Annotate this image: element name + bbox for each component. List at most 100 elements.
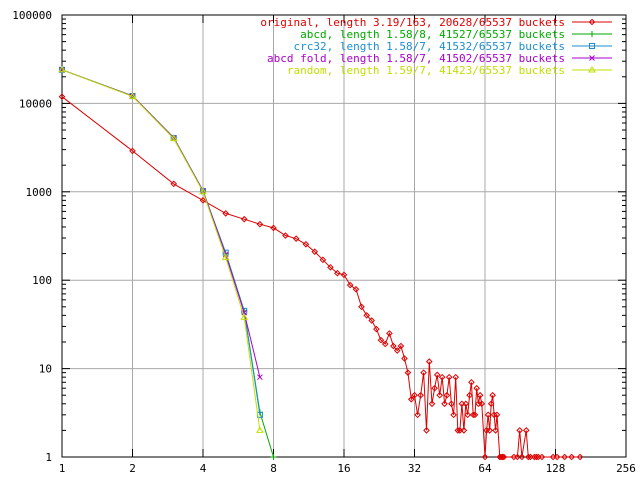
data-point: [420, 369, 427, 376]
data-point: [487, 400, 495, 408]
data-point: [469, 411, 477, 419]
data-point: [561, 453, 568, 461]
axes: 1 10 100 1000 10000 100000 1 2 4 8 16 32 64 128 256: [12, 9, 636, 475]
data-point: [525, 453, 532, 461]
data-point: [516, 427, 523, 434]
data-point: [497, 453, 505, 461]
data-point: [240, 313, 249, 320]
data-point: [282, 232, 289, 239]
data-point: [489, 391, 496, 399]
data-point: [381, 340, 389, 348]
data-point: [327, 263, 334, 271]
data-point: [588, 66, 596, 73]
data-point: [428, 400, 436, 408]
data-point: [589, 31, 595, 37]
data-point: [346, 281, 354, 289]
data-point: [499, 453, 506, 461]
y-tick-label: 1000: [26, 186, 53, 199]
data-point: [58, 65, 66, 73]
data-point: [256, 220, 264, 228]
y-tick-label: 10000: [19, 97, 52, 110]
y-tick-label: 100: [32, 274, 52, 287]
data-point: [390, 342, 397, 350]
data-point: [417, 391, 424, 399]
series-line: [61, 96, 581, 458]
data-point: [319, 256, 327, 264]
x-tick-label: 1: [59, 462, 66, 475]
data-point: [302, 240, 310, 248]
data-point: [589, 55, 595, 61]
x-tick-label: 8: [270, 462, 277, 475]
data-point: [522, 427, 530, 434]
data-point: [169, 134, 178, 142]
data-point: [448, 400, 455, 408]
data-point: [199, 187, 207, 195]
data-point: [464, 411, 472, 419]
x-tick-label: 4: [200, 462, 207, 475]
grid: [62, 15, 626, 457]
series-group: [58, 65, 264, 433]
data-point: [576, 453, 584, 461]
data-point: [292, 235, 300, 242]
data-point: [240, 215, 248, 223]
data-point: [340, 271, 348, 279]
data-point: [199, 197, 207, 204]
data-point: [493, 411, 501, 419]
data-point: [373, 325, 380, 333]
data-point: [377, 336, 385, 344]
legend-label: abcd fold, length 1.58/7, 41502/65537 bu…: [267, 52, 565, 65]
data-point: [433, 371, 441, 379]
data-point: [538, 453, 546, 461]
data-point: [589, 43, 595, 49]
data-point: [393, 347, 401, 354]
legend: original, length 3.19/163, 20628/65537 b…: [260, 16, 612, 77]
data-point: [443, 391, 451, 399]
data-point: [128, 92, 137, 99]
data-point: [431, 384, 438, 392]
data-point: [170, 180, 178, 188]
data-point: [441, 400, 448, 408]
data-point: [481, 453, 489, 461]
legend-label: random, length 1.59/7, 41423/65537 bucke…: [287, 64, 565, 77]
legend-label: abcd, length 1.58/8, 41527/65537 buckets: [300, 28, 565, 41]
y-tick-label: 100000: [12, 9, 52, 22]
data-point: [468, 378, 475, 386]
data-point: [270, 224, 277, 232]
data-point: [368, 317, 375, 324]
y-tick-label: 1: [45, 451, 52, 464]
data-point: [414, 411, 421, 419]
data-point: [129, 147, 136, 155]
data-point: [492, 427, 499, 434]
x-tick-label: 64: [478, 462, 492, 475]
data-point: [438, 373, 446, 381]
data-point: [471, 411, 479, 419]
data-point: [363, 312, 371, 319]
x-tick-label: 16: [337, 462, 350, 475]
x-tick-label: 2: [129, 462, 136, 475]
data-point: [352, 285, 360, 293]
data-point: [358, 303, 365, 311]
data-point: [222, 210, 230, 217]
data-point: [588, 18, 596, 26]
x-tick-label: 128: [546, 462, 566, 475]
data-point: [462, 400, 470, 408]
data-point: [58, 93, 66, 101]
series-layer: [58, 65, 584, 461]
data-point: [386, 330, 393, 337]
data-point: [257, 374, 263, 381]
data-point: [221, 253, 230, 261]
data-point: [423, 427, 430, 434]
data-point: [476, 391, 484, 399]
data-point: [256, 426, 264, 433]
data-point: [170, 134, 177, 141]
data-point: [486, 427, 493, 434]
legend-label: crc32, length 1.58/7, 41532/65537 bucket…: [293, 40, 565, 53]
x-tick-label: 32: [408, 462, 421, 475]
series-group: [58, 93, 584, 461]
data-point: [404, 369, 412, 376]
series-line: [61, 69, 261, 431]
data-point: [514, 453, 521, 461]
data-point: [397, 342, 405, 350]
data-point: [478, 400, 486, 408]
